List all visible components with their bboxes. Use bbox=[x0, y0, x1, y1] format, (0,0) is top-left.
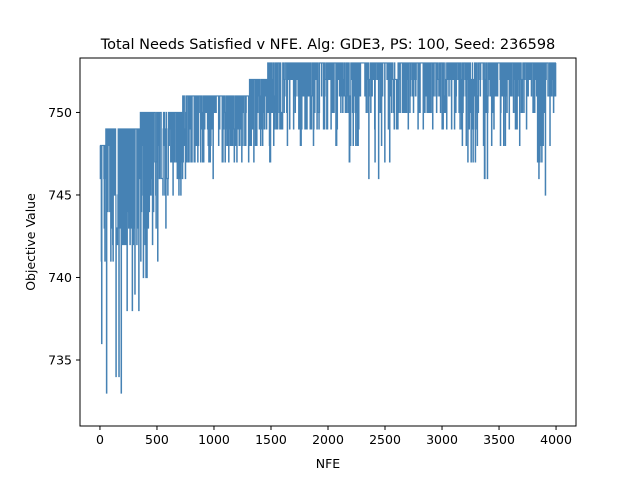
series-group bbox=[99, 62, 557, 394]
y-tick-label: 745 bbox=[48, 187, 72, 202]
x-tick-label: 3000 bbox=[426, 432, 458, 447]
x-tick-label: 3500 bbox=[483, 432, 515, 447]
x-tick-label: 0 bbox=[96, 432, 104, 447]
x-axis: 0 500 1000 1500 2000 2500 3000 3500 4000 bbox=[96, 426, 572, 447]
objective-value-line bbox=[99, 62, 557, 394]
x-tick-label: 500 bbox=[145, 432, 169, 447]
y-axis-label: Objective Value bbox=[23, 193, 38, 291]
x-axis-label: NFE bbox=[316, 456, 341, 471]
y-tick-label: 735 bbox=[48, 352, 72, 367]
y-tick-label: 740 bbox=[48, 270, 72, 285]
y-tick-label: 750 bbox=[48, 105, 72, 120]
x-tick-label: 2000 bbox=[312, 432, 344, 447]
x-tick-label: 2500 bbox=[369, 432, 401, 447]
chart-title: Total Needs Satisfied v NFE. Alg: GDE3, … bbox=[100, 37, 556, 53]
y-axis: 735 740 745 750 bbox=[48, 105, 80, 367]
x-tick-label: 1000 bbox=[198, 432, 230, 447]
x-tick-label: 1500 bbox=[255, 432, 287, 447]
x-tick-label: 4000 bbox=[540, 432, 572, 447]
